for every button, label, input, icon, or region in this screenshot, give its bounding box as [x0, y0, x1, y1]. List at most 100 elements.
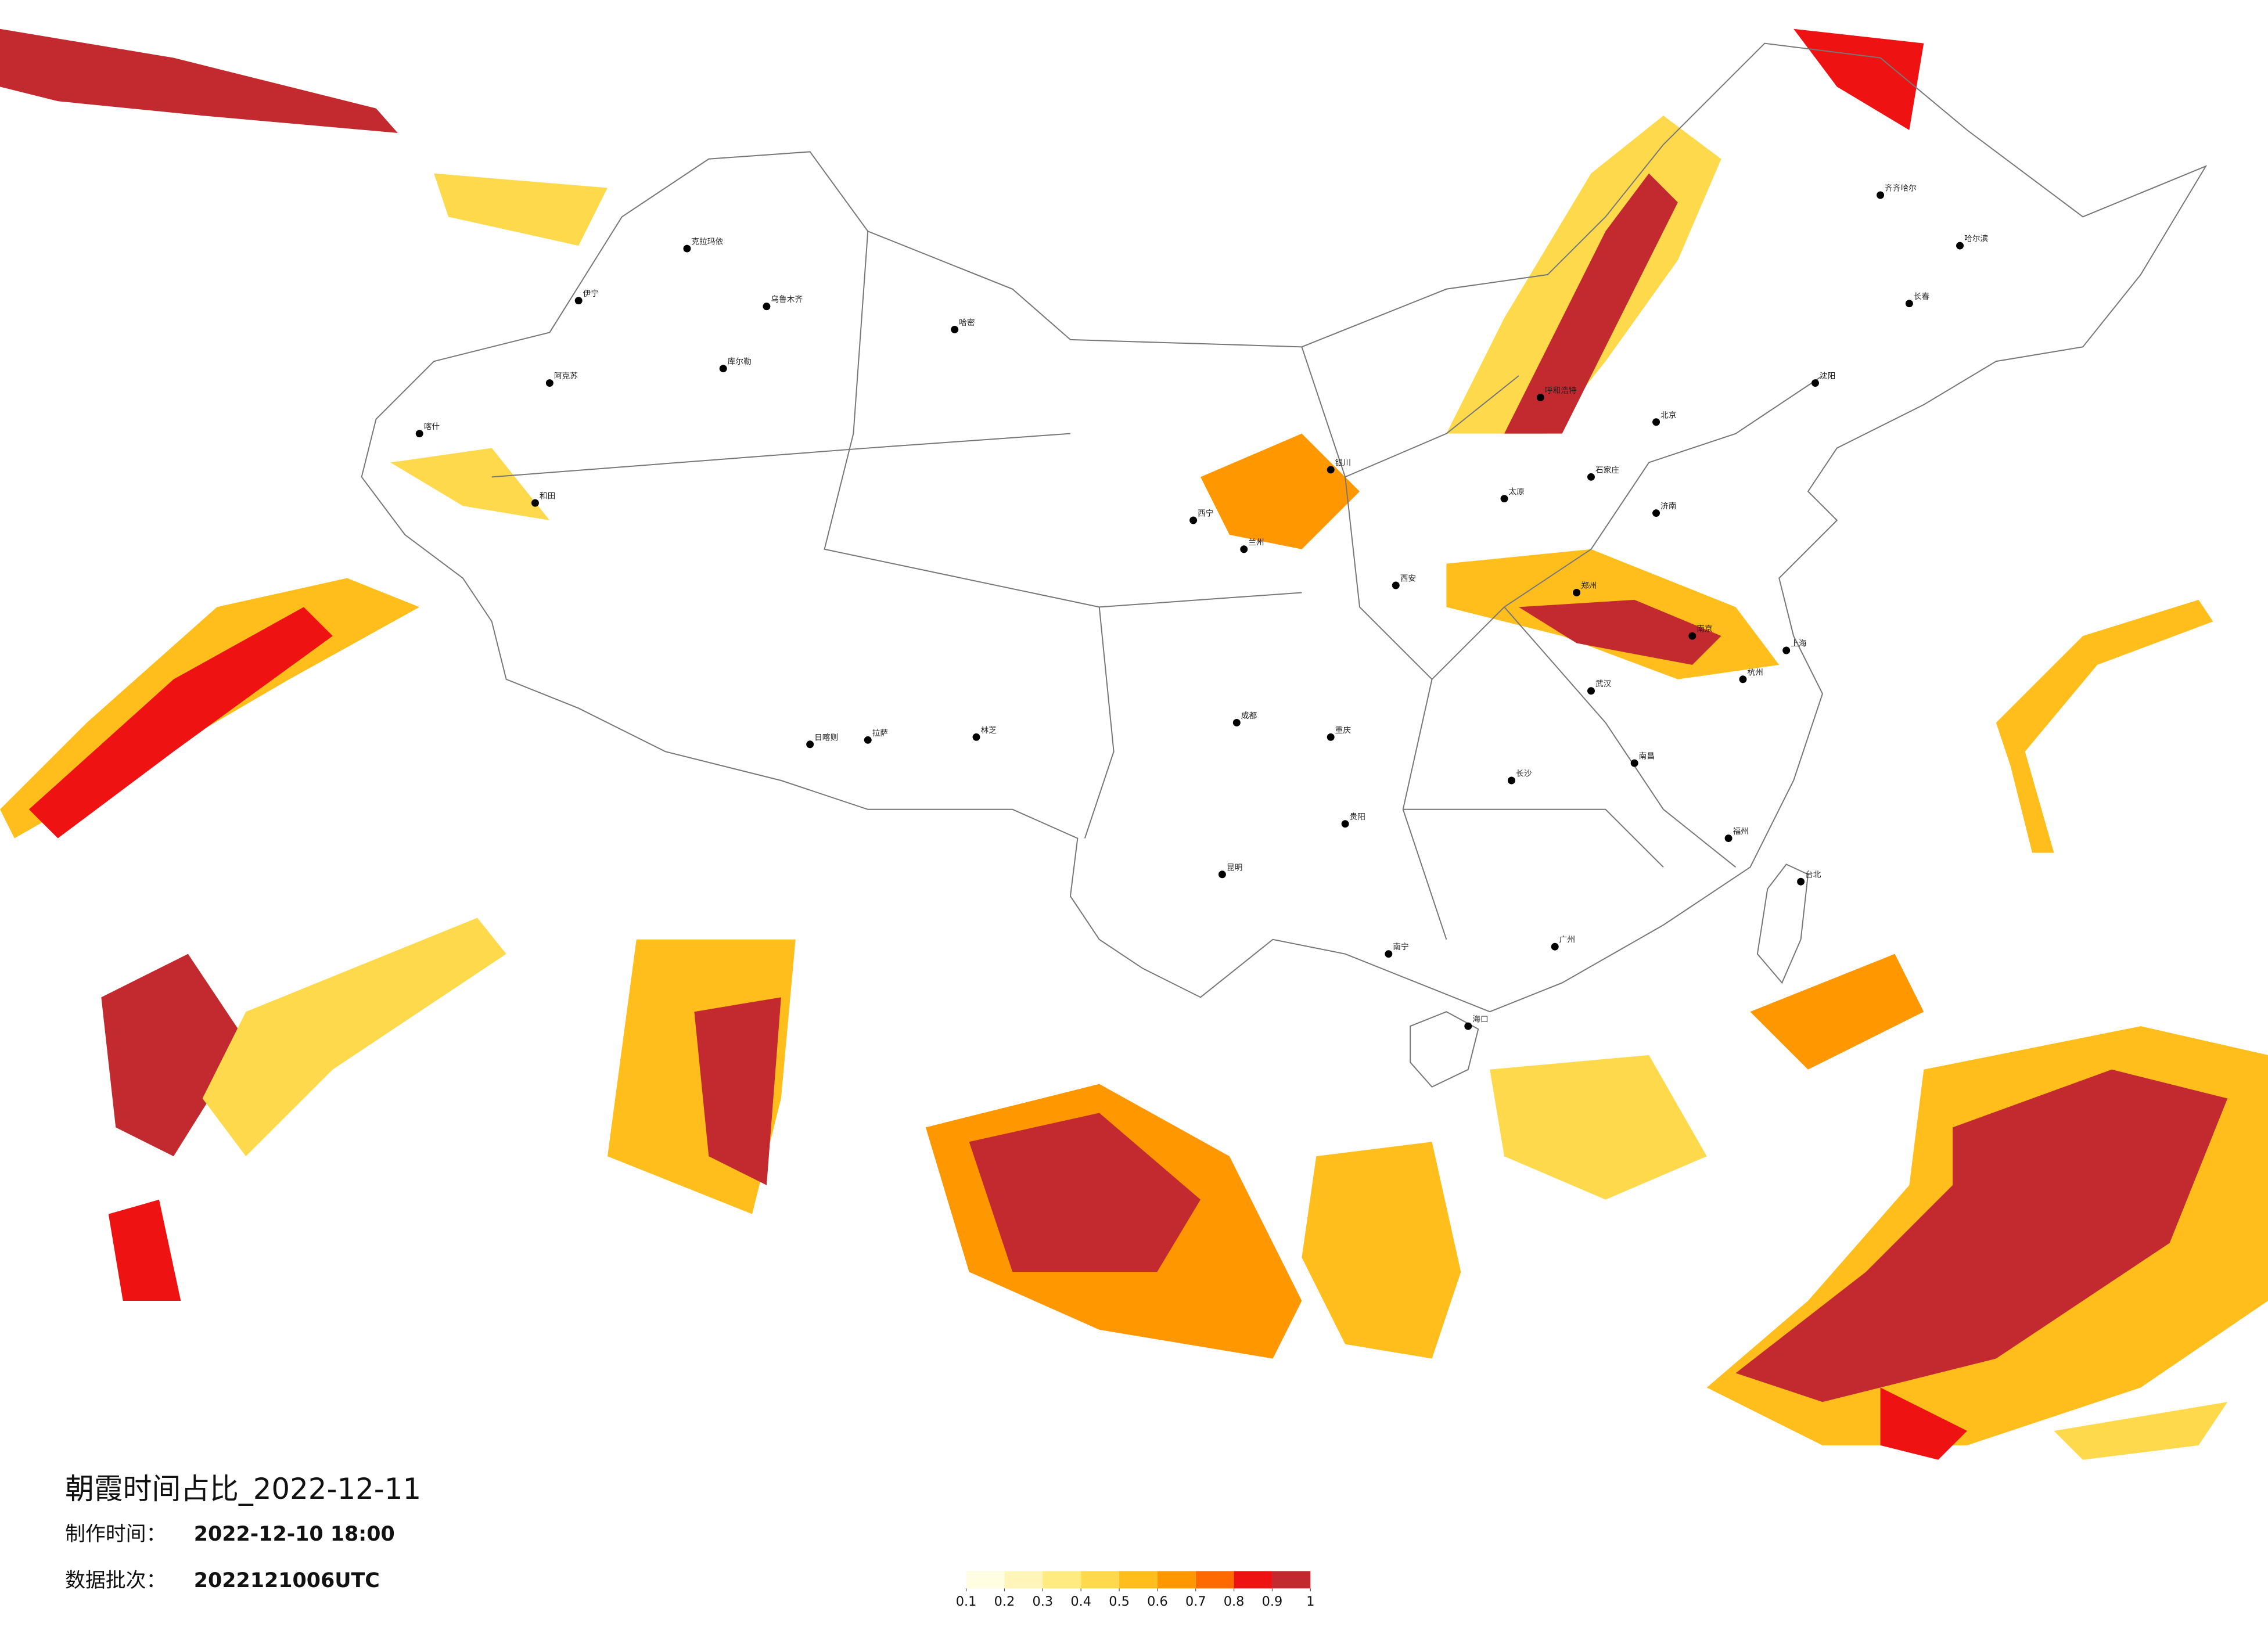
china-outline [361, 42, 2208, 1013]
city-dot [719, 365, 727, 373]
city-dot [864, 736, 872, 744]
city-label: 济南 [1660, 502, 1676, 511]
city-label: 南京 [1696, 625, 1712, 634]
city-dot [1240, 545, 1248, 553]
city-dot [1652, 418, 1660, 426]
city-dot [1551, 942, 1559, 951]
city-dot [1573, 588, 1581, 596]
legend-tick-label: 0.5 [1109, 1594, 1130, 1609]
city-dot [1508, 776, 1515, 785]
city-dot [1797, 877, 1805, 886]
city-label: 呼和浩特 [1545, 386, 1577, 395]
city-label: 西安 [1400, 574, 1416, 584]
city-dot [1587, 473, 1595, 481]
city-label: 西宁 [1198, 509, 1213, 519]
city-label: 福州 [1733, 827, 1749, 836]
city-dot [1341, 820, 1349, 828]
city-label: 齐齐哈尔 [1885, 184, 1917, 193]
city-label: 石家庄 [1595, 465, 1619, 475]
legend-swatch [1043, 1571, 1081, 1589]
city-label: 北京 [1660, 411, 1676, 420]
city-dot [1782, 646, 1791, 654]
city-dot [1500, 495, 1508, 503]
city-label: 太原 [1509, 487, 1525, 497]
city-label: 长沙 [1516, 769, 1532, 779]
city-label: 杭州 [1747, 668, 1763, 677]
city-dot [1877, 191, 1885, 199]
city-dot [951, 325, 959, 333]
legend-tick-label: 0.4 [1070, 1594, 1091, 1609]
city-dot [1688, 632, 1696, 640]
city-label: 林芝 [981, 726, 997, 735]
weather-field [0, 28, 2268, 1460]
legend-swatch [966, 1571, 1005, 1589]
legend-tick-label: 0.6 [1147, 1594, 1168, 1609]
batch: 2022121006UTC [194, 1569, 380, 1592]
city-label: 郑州 [1581, 581, 1597, 591]
city-dot [1232, 718, 1241, 726]
legend-swatch [1119, 1571, 1158, 1589]
legend-swatch [1272, 1571, 1311, 1589]
map-title: 朝霞时间占比_2022-12-11 [65, 1472, 421, 1506]
taiwan [1756, 864, 1809, 984]
made-label: 制作时间： [65, 1523, 166, 1546]
city-dot [415, 430, 423, 438]
city-label: 日喀则 [814, 733, 838, 742]
city-dot [1905, 300, 1913, 308]
city-dot [545, 379, 553, 387]
city-label: 银川 [1335, 458, 1351, 467]
city-dot [806, 740, 814, 749]
city-dot [1724, 834, 1733, 843]
city-dot [574, 297, 583, 305]
legend-swatch [1157, 1571, 1196, 1589]
city-dot [1189, 516, 1198, 524]
legend-swatch [1234, 1571, 1273, 1589]
city-dot [1536, 393, 1544, 401]
legend-tick-label: 0.3 [1033, 1594, 1054, 1609]
made-time: 2022-12-10 18:00 [194, 1523, 395, 1546]
city-dot [1327, 466, 1335, 474]
city-dot [1956, 242, 1964, 250]
city-label: 昆明 [1227, 863, 1242, 872]
legend-swatch [1081, 1571, 1120, 1589]
legend-tick-label: 0.2 [994, 1594, 1015, 1609]
city-label: 阿克苏 [554, 372, 578, 381]
city-dot [1218, 870, 1226, 879]
city-label: 哈尔滨 [1964, 235, 1988, 244]
city-label: 兰州 [1248, 538, 1264, 547]
batch-label: 数据批次： [65, 1569, 166, 1592]
city-label: 上海 [1791, 639, 1807, 649]
city-label: 和田 [540, 492, 555, 501]
city-label: 南宁 [1393, 942, 1408, 952]
city-label: 海口 [1472, 1015, 1488, 1024]
city-label: 重庆 [1335, 726, 1352, 735]
city-dot [683, 244, 691, 253]
city-dot [1652, 509, 1660, 517]
city-dot [972, 733, 980, 741]
city-label: 库尔勒 [728, 357, 752, 366]
city-dot [1587, 687, 1595, 695]
city-label: 乌鲁木齐 [771, 295, 803, 304]
city-dot [1739, 675, 1747, 684]
city-label: 贵阳 [1350, 812, 1365, 822]
city-label: 哈密 [959, 318, 975, 328]
city-label: 台北 [1805, 870, 1821, 880]
city-label: 克拉玛依 [691, 238, 723, 247]
city-label: 成都 [1241, 711, 1257, 721]
city-label: 喀什 [424, 422, 440, 431]
city-dot [1811, 379, 1819, 387]
legend-swatch [1195, 1571, 1234, 1589]
legend-tick-label: 0.8 [1224, 1594, 1245, 1609]
hainan [1410, 1011, 1479, 1088]
city-label: 长春 [1914, 292, 1930, 301]
city-dot [531, 499, 539, 507]
city-label: 沈阳 [1820, 372, 1835, 381]
legend-swatch [1004, 1571, 1043, 1589]
legend-tick-label: 1 [1306, 1594, 1314, 1609]
city-label: 广州 [1559, 936, 1575, 945]
city-dot [1392, 581, 1400, 589]
city-label: 拉萨 [872, 729, 888, 738]
